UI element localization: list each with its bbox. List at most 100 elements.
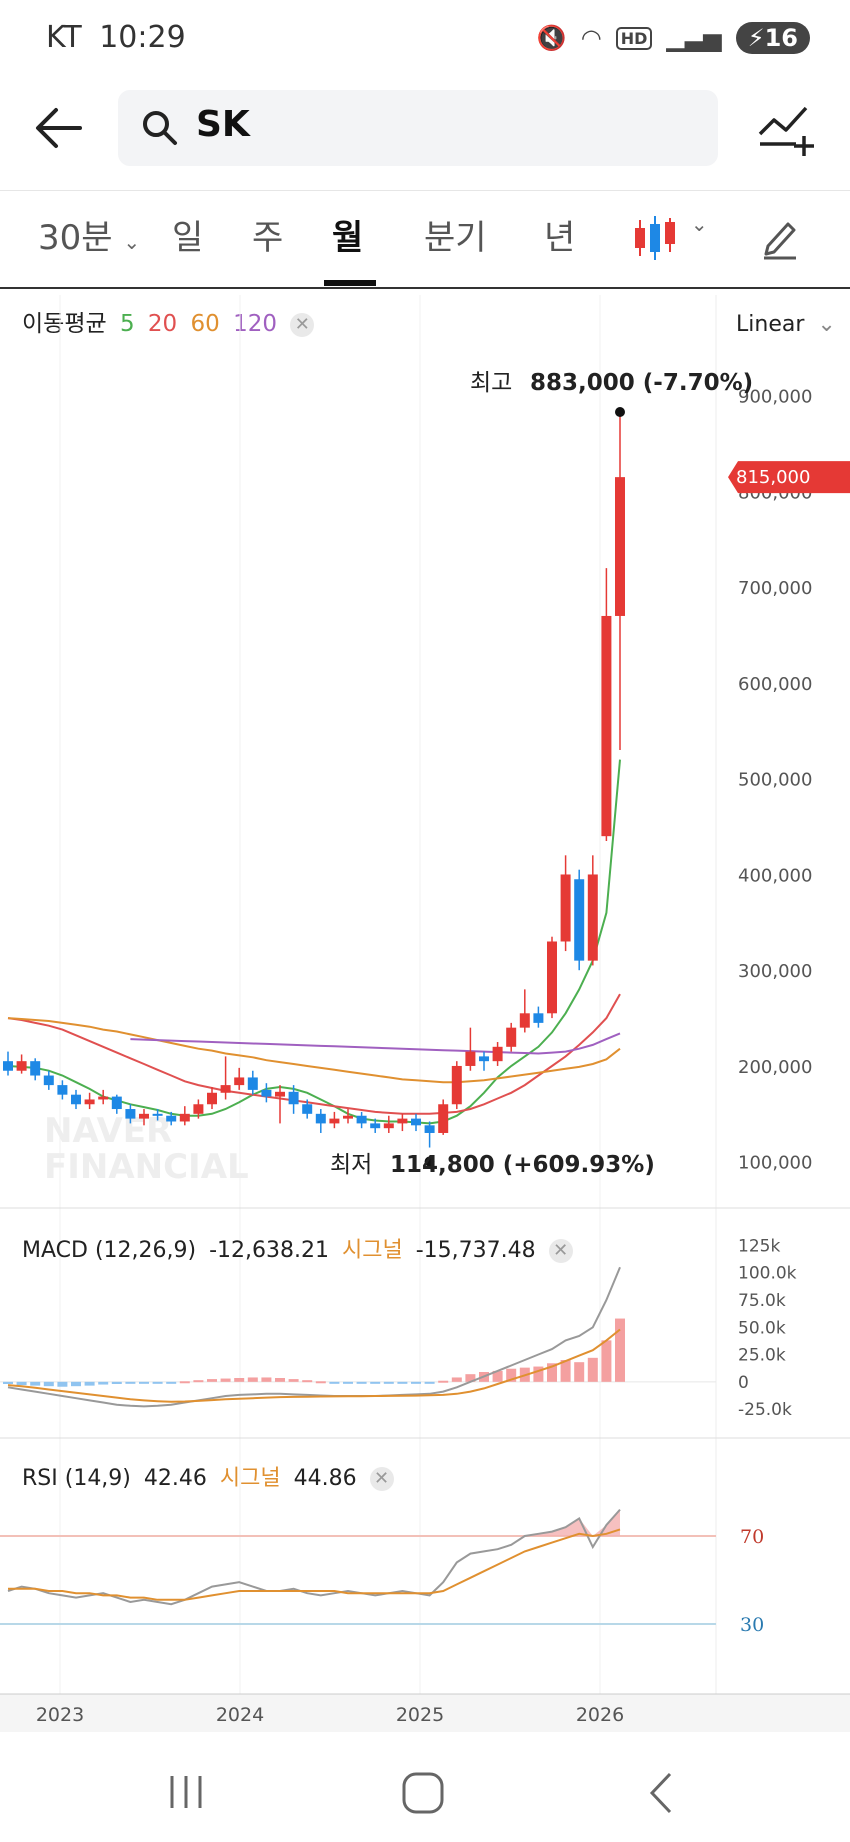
macd-histogram-bar bbox=[343, 1381, 353, 1384]
macd-histogram-bar bbox=[71, 1381, 81, 1387]
macd-histogram-bar bbox=[57, 1381, 68, 1387]
macd-histogram-bar bbox=[547, 1363, 557, 1382]
wifi-icon: ◠ bbox=[580, 24, 602, 52]
tab-quarter[interactable]: 분기 bbox=[424, 218, 487, 258]
close-rsi-icon[interactable]: ✕ bbox=[369, 1467, 394, 1491]
macd-tick-label: 75.0k bbox=[738, 1291, 786, 1311]
home-icon[interactable] bbox=[400, 1770, 446, 1816]
candle-body bbox=[30, 1061, 41, 1076]
macd-histogram-bar bbox=[111, 1381, 122, 1384]
macd-panel: 125k 100.0k 75.0k 50.0k 25.0k 0 -25.0k bbox=[0, 1236, 797, 1420]
candle-body bbox=[3, 1061, 13, 1071]
chart-area[interactable]: NAVER FINANCIAL 900,000800,000700,000600… bbox=[0, 0, 850, 1732]
candles bbox=[3, 412, 625, 1148]
search-icon bbox=[143, 111, 177, 145]
chart-type-selector[interactable]: ⌄ bbox=[630, 212, 708, 271]
search-query: SK bbox=[196, 104, 250, 145]
rsi-signal-title: 시그널 bbox=[219, 1466, 281, 1491]
rsi-signal-line bbox=[8, 1528, 621, 1601]
candle-body bbox=[234, 1077, 245, 1086]
chevron-down-icon: ⌄ bbox=[123, 230, 141, 254]
moving-average-lines bbox=[7, 759, 621, 1125]
candle-body bbox=[152, 1113, 163, 1116]
chevron-down-icon: ⌄ bbox=[817, 312, 836, 337]
macd-histogram-bar bbox=[329, 1381, 340, 1384]
rsi-title: RSI (14,9) bbox=[22, 1466, 131, 1491]
candle-body bbox=[57, 1085, 68, 1095]
time-tick-label: 2025 bbox=[396, 1704, 444, 1726]
candle-body bbox=[479, 1056, 489, 1062]
macd-histogram-bar bbox=[166, 1381, 177, 1384]
macd-histogram-bar bbox=[234, 1378, 245, 1382]
macd-histogram-bar bbox=[125, 1381, 136, 1384]
macd-line bbox=[7, 1266, 621, 1408]
close-ma-icon[interactable]: ✕ bbox=[290, 312, 315, 337]
macd-histogram-bar bbox=[152, 1381, 163, 1384]
candle-body bbox=[275, 1091, 285, 1097]
candle-body bbox=[411, 1118, 421, 1126]
period-tabs: 30분 ⌄ 일 주 월 분기 년 ⌄ bbox=[0, 192, 850, 288]
candle-body bbox=[84, 1099, 95, 1105]
candle-body bbox=[356, 1115, 367, 1124]
watermark-line-2: FINANCIAL bbox=[44, 1147, 249, 1187]
battery-level: 16 bbox=[764, 24, 798, 52]
macd-histogram-bar bbox=[207, 1379, 217, 1382]
chevron-down-icon: ⌄ bbox=[690, 212, 708, 236]
macd-histogram-bar bbox=[220, 1378, 231, 1382]
back-arrow-icon[interactable] bbox=[30, 98, 90, 158]
macd-histogram-bar bbox=[397, 1381, 408, 1384]
candle-body bbox=[166, 1115, 177, 1122]
price-tick-label: 600,000 bbox=[738, 674, 812, 695]
macd-histogram-bar bbox=[139, 1381, 149, 1384]
macd-histogram-bar bbox=[370, 1381, 381, 1384]
candle-body bbox=[574, 879, 585, 961]
macd-histogram-bar bbox=[247, 1377, 258, 1382]
tab-week[interactable]: 주 bbox=[252, 218, 284, 258]
time-tick-label: 2023 bbox=[36, 1704, 84, 1726]
macd-histogram-bar bbox=[315, 1381, 326, 1384]
macd-histogram-bar bbox=[438, 1380, 449, 1383]
header-divider bbox=[0, 190, 850, 191]
macd-histogram-bar bbox=[261, 1377, 272, 1382]
high-value: 883,000 (-7.70%) bbox=[530, 370, 753, 396]
search-field[interactable]: SK bbox=[118, 90, 718, 166]
macd-histogram-bar bbox=[492, 1370, 503, 1382]
macd-histogram-bar bbox=[302, 1380, 313, 1383]
candle-body bbox=[506, 1027, 517, 1047]
price-grid bbox=[59, 295, 717, 1694]
close-macd-icon[interactable]: ✕ bbox=[548, 1239, 573, 1263]
candle-body bbox=[438, 1104, 449, 1133]
macd-histogram-bar bbox=[84, 1381, 95, 1386]
macd-signal-value: -15,737.48 bbox=[415, 1238, 536, 1263]
candle-body bbox=[139, 1113, 149, 1119]
active-tab-indicator bbox=[324, 280, 376, 286]
scale-mode-selector[interactable]: Linear ⌄ bbox=[736, 312, 842, 337]
rsi-signal-value: 44.86 bbox=[293, 1466, 357, 1491]
macd-histogram-bar bbox=[424, 1381, 435, 1384]
macd-legend: MACD (12,26,9) -12,638.21 시그널 -15,737.48… bbox=[22, 1232, 579, 1264]
candlestick-icon bbox=[635, 216, 675, 260]
recent-apps-icon[interactable] bbox=[166, 1772, 206, 1812]
ma-legend: 이동평균 5 20 60 120 ✕ bbox=[22, 304, 320, 338]
candle-body bbox=[111, 1096, 122, 1110]
macd-histogram-bar bbox=[411, 1381, 421, 1384]
macd-histogram-bar bbox=[356, 1381, 367, 1384]
macd-histogram-bar bbox=[383, 1381, 394, 1384]
tab-30min[interactable]: 30분 ⌄ bbox=[38, 210, 140, 259]
macd-tick-label: -25.0k bbox=[738, 1400, 792, 1420]
system-nav-bar bbox=[0, 1732, 850, 1842]
draw-pencil-icon[interactable] bbox=[760, 216, 800, 260]
tab-day[interactable]: 일 bbox=[172, 218, 204, 258]
ma-60-line bbox=[7, 1017, 621, 1084]
add-compare-chart-icon[interactable] bbox=[756, 100, 816, 160]
tab-month[interactable]: 월 bbox=[332, 218, 364, 258]
macd-histogram-bar bbox=[465, 1374, 476, 1382]
macd-histogram-bar bbox=[533, 1366, 544, 1382]
low-value: 114,800 (+609.93%) bbox=[390, 1152, 655, 1178]
high-point-marker bbox=[615, 407, 625, 418]
back-nav-icon[interactable] bbox=[646, 1770, 676, 1816]
tab-30min-label: 30분 bbox=[38, 218, 113, 258]
tab-year[interactable]: 년 bbox=[544, 218, 576, 258]
clock: 10:29 bbox=[99, 20, 186, 55]
low-label: 최저 bbox=[330, 1152, 372, 1178]
